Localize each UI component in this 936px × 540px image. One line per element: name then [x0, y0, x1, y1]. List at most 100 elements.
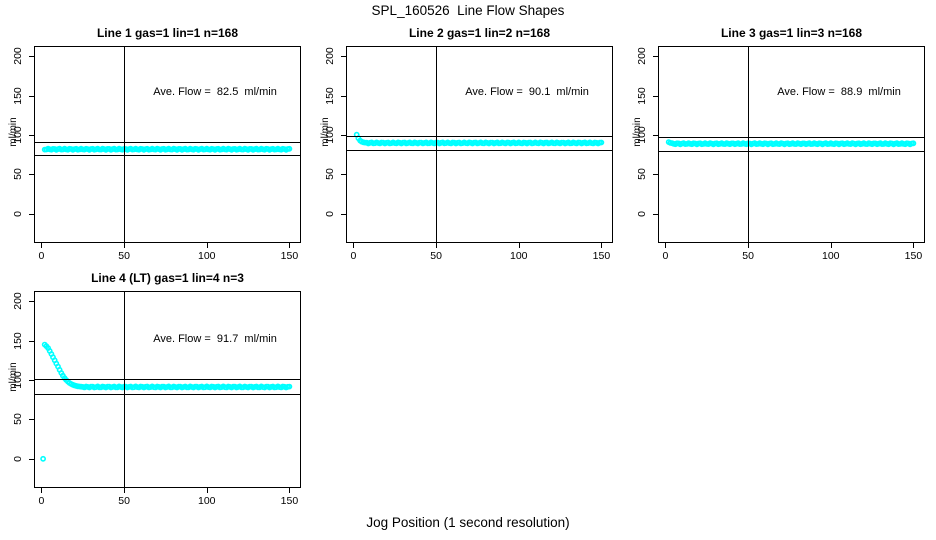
x-tick-mark	[601, 243, 603, 248]
x-tick-label: 150	[592, 250, 611, 262]
flow-tolerance-line	[658, 136, 925, 138]
avg-flow-annotation: Ave. Flow = 91.7 ml/min	[153, 333, 277, 346]
x-tick-mark	[665, 243, 667, 248]
x-tick-mark	[289, 243, 291, 248]
y-tick-label: 150	[324, 86, 336, 105]
y-tick-mark	[341, 213, 346, 215]
y-tick-label: 100	[324, 126, 336, 144]
y-tick-label: 0	[636, 210, 648, 217]
y-tick-mark	[29, 380, 34, 382]
flow-panel-line-4: Line 4 (LT) gas=1 lin=4 n=3 ml/min Ave. …	[8, 271, 301, 507]
vertical-reference-line	[124, 46, 126, 243]
x-tick-mark	[124, 243, 126, 248]
y-tick-mark	[29, 135, 34, 137]
plot-area	[34, 46, 301, 243]
y-tick-label: 150	[12, 331, 24, 350]
x-tick-mark	[124, 488, 126, 493]
y-tick-label: 150	[12, 86, 24, 105]
y-tick-label: 50	[636, 168, 648, 181]
y-tick-mark	[341, 56, 346, 58]
plot-area	[346, 46, 613, 243]
y-tick-mark	[341, 174, 346, 176]
x-tick-label: 150	[904, 250, 923, 262]
x-tick-mark	[289, 488, 291, 493]
panel-title: Line 2 gas=1 lin=2 n=168	[408, 26, 551, 40]
x-tick-label: 150	[280, 495, 299, 507]
x-tick-mark	[353, 243, 355, 248]
x-tick-mark	[206, 243, 208, 248]
y-tick-mark	[653, 213, 658, 215]
flow-tolerance-line	[346, 149, 613, 151]
y-tick-label: 50	[324, 168, 336, 181]
y-tick-label: 0	[324, 210, 336, 217]
flow-panel-line-2: Line 2 gas=1 lin=2 n=168 ml/min Ave. Flo…	[320, 26, 613, 262]
y-tick-mark	[653, 174, 658, 176]
y-tick-label: 150	[636, 86, 648, 105]
panel-title: Line 1 gas=1 lin=1 n=168	[96, 26, 239, 40]
x-tick-mark	[41, 243, 43, 248]
x-tick-label: 50	[742, 250, 754, 262]
y-tick-label: 200	[12, 47, 24, 65]
x-tick-label: 50	[430, 250, 442, 262]
flow-tolerance-line	[34, 393, 301, 395]
y-tick-label: 0	[12, 210, 24, 217]
y-tick-mark	[341, 95, 346, 97]
x-tick-mark	[436, 243, 438, 248]
y-tick-mark	[341, 135, 346, 137]
y-tick-label: 100	[12, 371, 24, 389]
avg-flow-annotation: Ave. Flow = 90.1 ml/min	[465, 85, 589, 98]
y-tick-mark	[29, 213, 34, 215]
x-tick-label: 0	[350, 250, 357, 262]
avg-flow-annotation: Ave. Flow = 88.9 ml/min	[777, 85, 901, 98]
flow-tolerance-line	[34, 142, 301, 144]
x-tick-mark	[41, 488, 43, 493]
x-tick-mark	[206, 488, 208, 493]
x-tick-mark	[913, 243, 915, 248]
y-tick-label: 200	[324, 47, 336, 65]
y-tick-label: 200	[636, 47, 648, 65]
x-axis-figure-label: Jog Position (1 second resolution)	[366, 515, 570, 530]
vertical-reference-line	[436, 46, 438, 243]
flow-tolerance-line	[346, 135, 613, 137]
x-tick-mark	[830, 243, 832, 248]
y-tick-mark	[653, 135, 658, 137]
flow-panel-line-3: Line 3 gas=1 lin=3 n=168 ml/min Ave. Flo…	[632, 26, 925, 262]
y-tick-label: 200	[12, 292, 24, 310]
plot-area	[658, 46, 925, 243]
y-tick-mark	[29, 174, 34, 176]
x-tick-label: 50	[118, 250, 130, 262]
x-tick-label: 150	[280, 250, 299, 262]
x-tick-label: 0	[38, 495, 45, 507]
panel-title: Line 3 gas=1 lin=3 n=168	[720, 26, 863, 40]
y-tick-mark	[29, 56, 34, 58]
panel-title: Line 4 (LT) gas=1 lin=4 n=3	[91, 271, 244, 285]
x-tick-label: 100	[197, 495, 216, 507]
x-tick-label: 0	[662, 250, 669, 262]
y-tick-mark	[29, 340, 34, 342]
y-tick-mark	[653, 95, 658, 97]
y-tick-label: 100	[636, 126, 648, 144]
x-tick-label: 100	[509, 250, 528, 262]
flow-tolerance-line	[658, 150, 925, 152]
vertical-reference-line	[748, 46, 750, 243]
x-tick-label: 100	[197, 250, 216, 262]
flow-tolerance-line	[34, 155, 301, 157]
x-tick-label: 100	[821, 250, 840, 262]
flow-tolerance-line	[34, 379, 301, 381]
x-tick-mark	[748, 243, 750, 248]
y-tick-label: 100	[12, 126, 24, 144]
avg-flow-annotation: Ave. Flow = 82.5 ml/min	[153, 85, 277, 98]
x-tick-label: 0	[38, 250, 45, 262]
y-tick-label: 0	[12, 455, 24, 462]
figure-title: SPL_160526 Line Flow Shapes	[371, 3, 565, 18]
y-tick-mark	[653, 56, 658, 58]
y-tick-label: 50	[12, 413, 24, 426]
plot-area	[34, 291, 301, 488]
y-tick-label: 50	[12, 168, 24, 181]
x-tick-mark	[518, 243, 520, 248]
y-tick-mark	[29, 458, 34, 460]
vertical-reference-line	[124, 291, 126, 488]
x-tick-label: 50	[118, 495, 130, 507]
flow-panel-line-1: Line 1 gas=1 lin=1 n=168 ml/min Ave. Flo…	[8, 26, 301, 262]
